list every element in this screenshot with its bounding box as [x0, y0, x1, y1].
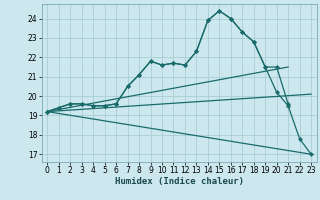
- X-axis label: Humidex (Indice chaleur): Humidex (Indice chaleur): [115, 177, 244, 186]
